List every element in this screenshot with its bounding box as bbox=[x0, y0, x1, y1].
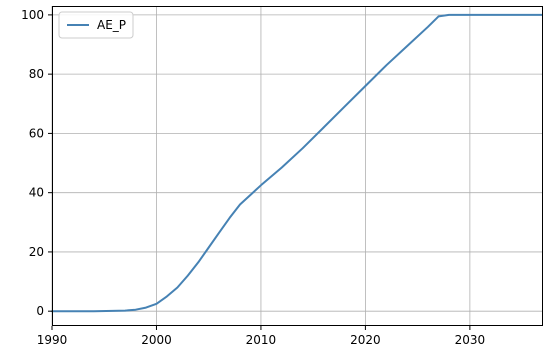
y-tick-label: 40 bbox=[29, 186, 44, 200]
y-tick-label: 80 bbox=[29, 67, 44, 81]
x-tick-label: 2010 bbox=[246, 333, 277, 347]
series-line-ae-p bbox=[51, 13, 543, 313]
y-tick-label: 0 bbox=[36, 304, 44, 318]
plot-frame bbox=[52, 6, 543, 326]
axis-ticks: 1990 2000 2010 2020 2030 0 20 40 60 80 100 bbox=[21, 8, 485, 347]
x-tick-label: 1990 bbox=[37, 333, 68, 347]
legend-box bbox=[58, 11, 134, 39]
y-tick-label: 100 bbox=[21, 8, 44, 22]
y-tick-label: 20 bbox=[29, 245, 44, 259]
x-tick-label: 2030 bbox=[455, 333, 486, 347]
legend-label: AE_P bbox=[97, 18, 126, 32]
series-lines bbox=[51, 13, 543, 313]
x-tick-label: 2000 bbox=[141, 333, 172, 347]
legend: AE_P bbox=[58, 11, 134, 39]
y-tick-label: 60 bbox=[29, 126, 44, 140]
x-tick-label: 2020 bbox=[350, 333, 381, 347]
grid bbox=[51, 6, 543, 326]
